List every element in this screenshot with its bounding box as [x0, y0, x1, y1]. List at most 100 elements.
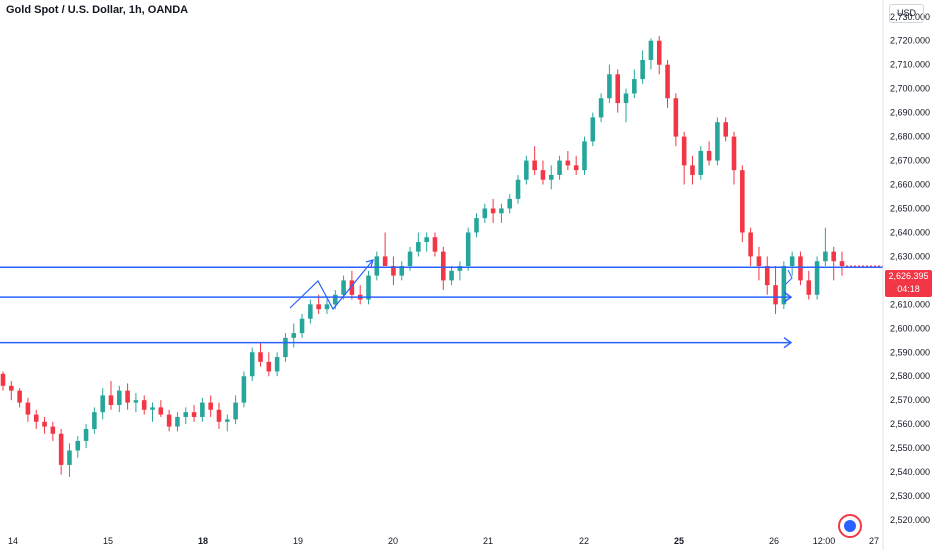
candle [590, 112, 596, 147]
candle [449, 266, 454, 286]
time-tick-label: 19 [293, 536, 303, 546]
candle [92, 407, 97, 434]
candle [133, 393, 139, 413]
candle [291, 323, 297, 348]
candle [740, 165, 745, 243]
candle [598, 93, 604, 123]
candle [266, 352, 272, 377]
candle [357, 285, 363, 305]
candle [540, 160, 546, 185]
candle [623, 88, 629, 123]
candle [839, 251, 845, 276]
current-price-tag: 2,626.395 04:18 [885, 270, 932, 297]
price-tick-label: 2,520.000 [890, 515, 930, 525]
price-tick-label: 2,730.000 [890, 12, 930, 22]
price-tick-label: 2,550.000 [890, 443, 930, 453]
candle [33, 409, 39, 429]
candle [632, 69, 637, 99]
candle [814, 256, 820, 300]
price-tick-label: 2,650.000 [890, 203, 930, 213]
candle [67, 443, 72, 477]
time-tick-label: 26 [769, 536, 779, 546]
candle [698, 146, 704, 180]
time-tick-label: 22 [579, 536, 589, 546]
candle [490, 198, 496, 223]
price-tick-label: 2,710.000 [890, 60, 930, 70]
candle [673, 93, 679, 147]
candle [507, 194, 513, 214]
candle [117, 385, 122, 413]
candle [798, 251, 803, 286]
candle [83, 424, 89, 449]
candle [241, 371, 247, 408]
candle [391, 256, 396, 286]
zigzag-arrow-head [365, 259, 374, 268]
candle [416, 232, 421, 257]
candle [831, 246, 836, 281]
candle [382, 232, 388, 266]
candle [715, 117, 720, 166]
candle [706, 141, 712, 166]
candle [681, 131, 687, 185]
candle [150, 402, 155, 422]
candle [424, 232, 429, 252]
candle [690, 155, 695, 185]
candle [225, 414, 230, 432]
price-tick-label: 2,580.000 [890, 371, 930, 381]
candle [258, 342, 263, 367]
candle [42, 416, 47, 434]
candle [17, 388, 22, 408]
price-tick-label: 2,590.000 [890, 347, 930, 357]
bar-countdown: 04:18 [897, 284, 920, 294]
price-tick-label: 2,610.000 [890, 299, 930, 309]
candle [557, 155, 562, 180]
candle [399, 261, 405, 281]
currency-selector[interactable]: USD [889, 4, 924, 23]
candle [208, 395, 213, 417]
time-tick-label: 27 [869, 536, 879, 546]
zigzag-arrow[interactable] [289, 259, 374, 311]
candle [324, 299, 330, 314]
price-tick-label: 2,640.000 [890, 227, 930, 237]
candle [432, 232, 438, 257]
candle [233, 395, 238, 425]
logo-icon [838, 514, 862, 538]
candle [806, 270, 812, 300]
candle [183, 407, 189, 425]
candle [665, 59, 670, 108]
candle [582, 136, 587, 175]
candle [524, 155, 529, 185]
candle [166, 409, 172, 432]
price-tick-label: 2,670.000 [890, 156, 930, 166]
candle [548, 165, 554, 190]
candle [158, 400, 164, 417]
candle [108, 381, 114, 410]
drawing-lines[interactable] [0, 259, 883, 349]
candle [249, 347, 255, 382]
candle [607, 64, 612, 104]
candle [25, 397, 31, 422]
candle [474, 213, 479, 238]
price-tick-label: 2,630.000 [890, 251, 930, 261]
time-axis[interactable]: 14 15 18 19 20 21 22 25 26 12:00 27 [8, 536, 879, 546]
price-tick-label: 2,720.000 [890, 36, 930, 46]
price-tick-label: 2,660.000 [890, 180, 930, 190]
arrow-head [783, 291, 793, 303]
candle [565, 150, 571, 171]
candle [748, 227, 753, 266]
price-tick-label: 2,690.000 [890, 108, 930, 118]
candle [457, 261, 463, 281]
small-arrow [785, 269, 793, 285]
candle [789, 251, 795, 276]
time-tick-label: 14 [8, 536, 18, 546]
candle [58, 428, 64, 475]
candle [656, 35, 662, 75]
price-axis[interactable]: 2,520.000 2,530.000 2,540.000 2,550.000 2,56… [890, 12, 930, 525]
candle [191, 404, 197, 422]
candle [200, 397, 205, 422]
candle [125, 383, 130, 410]
price-tick-label: 2,570.000 [890, 395, 930, 405]
price-tick-label: 2,560.000 [890, 419, 930, 429]
candle [50, 421, 56, 441]
